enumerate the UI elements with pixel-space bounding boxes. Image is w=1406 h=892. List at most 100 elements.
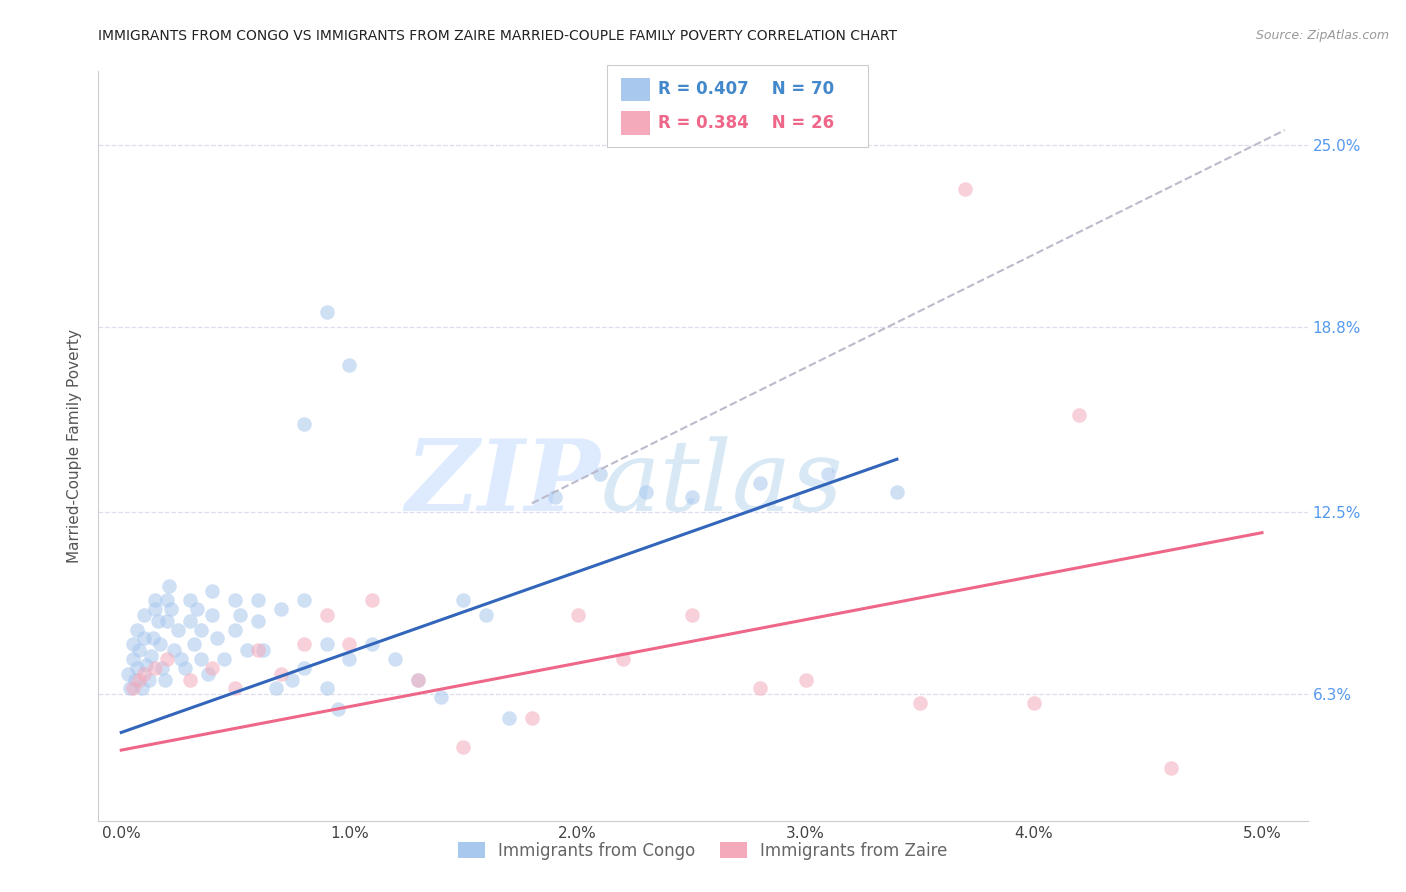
Point <box>292 417 315 431</box>
Point <box>337 358 360 372</box>
Text: IMMIGRANTS FROM CONGO VS IMMIGRANTS FROM ZAIRE MARRIED-COUPLE FAMILY POVERTY COR: IMMIGRANTS FROM CONGO VS IMMIGRANTS FROM… <box>98 29 897 43</box>
Point <box>117 666 139 681</box>
Point <box>224 623 246 637</box>
Point <box>224 593 246 607</box>
Point <box>315 637 337 651</box>
Point <box>520 711 543 725</box>
Point <box>201 661 224 675</box>
Point <box>132 632 155 646</box>
Y-axis label: Married-Couple Family Poverty: Married-Couple Family Poverty <box>67 329 83 563</box>
Point <box>169 652 191 666</box>
Point <box>634 484 657 499</box>
Point <box>156 614 179 628</box>
Point <box>183 637 205 651</box>
Point <box>361 637 384 651</box>
Point <box>681 607 703 622</box>
Point <box>453 740 475 755</box>
Text: R = 0.384    N = 26: R = 0.384 N = 26 <box>658 114 834 132</box>
Point <box>252 643 274 657</box>
Point <box>337 637 360 651</box>
Point <box>124 673 146 687</box>
Point <box>120 681 142 696</box>
Point <box>270 602 292 616</box>
Point <box>266 681 288 696</box>
Point <box>955 182 977 196</box>
Point <box>127 623 149 637</box>
Point <box>186 602 208 616</box>
Point <box>131 681 153 696</box>
Point <box>292 661 315 675</box>
Point <box>886 484 908 499</box>
Point <box>247 643 270 657</box>
Point <box>156 593 179 607</box>
Point <box>315 607 337 622</box>
Text: Source: ZipAtlas.com: Source: ZipAtlas.com <box>1256 29 1389 42</box>
Point <box>247 593 270 607</box>
Point <box>406 673 429 687</box>
Point <box>1069 408 1091 422</box>
Point <box>247 614 270 628</box>
Point <box>121 637 143 651</box>
Point <box>153 673 176 687</box>
Point <box>167 623 190 637</box>
Point <box>315 681 337 696</box>
Point <box>281 673 304 687</box>
Point <box>142 632 165 646</box>
Point <box>544 491 567 505</box>
Point <box>157 578 180 592</box>
Point <box>146 614 169 628</box>
Point <box>201 607 224 622</box>
Point <box>128 673 150 687</box>
Text: ZIP: ZIP <box>405 435 600 532</box>
Point <box>149 637 172 651</box>
Point <box>406 673 429 687</box>
Point <box>163 643 186 657</box>
Point <box>145 593 167 607</box>
Point <box>205 632 228 646</box>
Point <box>179 673 201 687</box>
Point <box>212 652 235 666</box>
Point <box>156 652 179 666</box>
Point <box>229 607 252 622</box>
Point <box>145 602 167 616</box>
Point <box>145 661 167 675</box>
Text: atlas: atlas <box>600 436 844 531</box>
Point <box>453 593 475 607</box>
Point <box>224 681 246 696</box>
Point <box>270 666 292 681</box>
Point <box>197 666 219 681</box>
Point <box>128 643 150 657</box>
Point <box>1022 696 1045 710</box>
Point <box>121 681 143 696</box>
Point <box>190 623 212 637</box>
Point <box>817 467 839 481</box>
Point <box>612 652 634 666</box>
Point <box>749 475 772 490</box>
Point <box>135 657 157 672</box>
Point <box>127 661 149 675</box>
Legend: Immigrants from Congo, Immigrants from Zaire: Immigrants from Congo, Immigrants from Z… <box>451 835 955 866</box>
Point <box>908 696 931 710</box>
Point <box>292 637 315 651</box>
Point <box>235 643 257 657</box>
Point <box>326 702 349 716</box>
Point <box>174 661 197 675</box>
Point <box>132 666 155 681</box>
Point <box>589 467 612 481</box>
Point <box>132 607 155 622</box>
Point <box>121 652 143 666</box>
Point <box>201 584 224 599</box>
Point <box>179 614 201 628</box>
Point <box>361 593 384 607</box>
Point <box>567 607 589 622</box>
Point <box>794 673 817 687</box>
Point <box>475 607 498 622</box>
Point <box>315 305 337 319</box>
Point <box>749 681 772 696</box>
Point <box>139 649 162 664</box>
Point <box>681 491 703 505</box>
Point <box>1160 761 1182 775</box>
Point <box>498 711 520 725</box>
Point <box>429 690 451 705</box>
Point <box>292 593 315 607</box>
